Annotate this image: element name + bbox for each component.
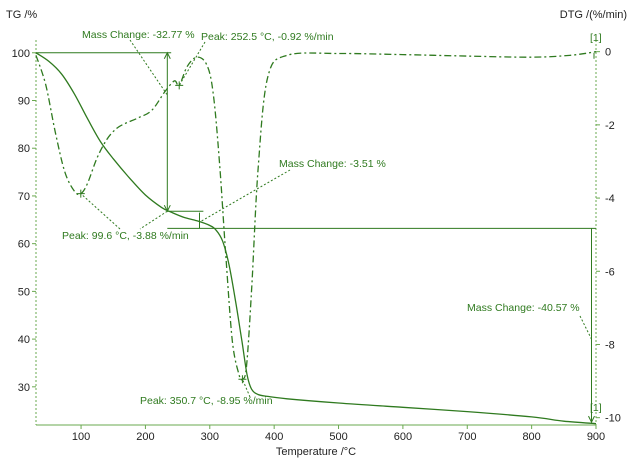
x-tick-label: 600 [394, 431, 412, 443]
leader-mass-change-3 [579, 315, 592, 340]
annotation-mass-change-2: Mass Change: -3.51 % [279, 158, 386, 170]
y-left-tick-label: 100 [12, 48, 30, 60]
x-tick-label: 700 [458, 431, 476, 443]
annotation-peak-3: Peak: 350.7 °C, -8.95 %/min [140, 395, 273, 407]
y-right-tick-label: -2 [605, 120, 615, 132]
y-right-tick-label: 0 [605, 47, 611, 59]
dtg-curve [35, 51, 597, 381]
x-axis-label: Temperature /°C [276, 446, 356, 458]
leader-peak-3 [241, 379, 251, 398]
y-left-tick-label: 70 [18, 191, 30, 203]
y-left-tick-label: 50 [18, 286, 30, 298]
ticks-group: 100 200 300 400 500 600 700 800 9003040506070809… [12, 47, 621, 443]
leader-mass-change-2 [199, 169, 291, 223]
y-left-tick-label: 80 [18, 143, 30, 155]
annotation-mass-change-1: Mass Change: -32.77 % [82, 29, 195, 41]
mass-change-3-arrow-down [588, 415, 595, 424]
x-tick-label: 100 [72, 431, 90, 443]
leader-peak-2 [178, 41, 206, 86]
y-left-tick-label: 90 [18, 95, 30, 107]
x-tick-label: 800 [522, 431, 540, 443]
x-tick-label: 900 [587, 431, 605, 443]
y-left-tick-label: 60 [18, 239, 30, 251]
x-tick-label: 200 [136, 431, 154, 443]
y-axis-right-label: DTG /(%/min) [560, 9, 627, 21]
leader-peak-1-tg [139, 210, 168, 230]
leader-peak-1 [80, 193, 121, 230]
bracket-label-top: [1] [590, 32, 602, 44]
y-right-tick-label: -10 [605, 413, 621, 425]
y-left-tick-label: 30 [18, 382, 30, 394]
leader-mass-change-1 [129, 39, 168, 96]
x-tick-label: 400 [265, 431, 283, 443]
y-axis-left-label: TG /% [6, 9, 37, 21]
x-tick-label: 500 [329, 431, 347, 443]
peak-2-marker [175, 81, 184, 90]
y-right-tick-label: -8 [605, 339, 615, 351]
x-tick-label: 300 [201, 431, 219, 443]
peak-3-marker [238, 375, 247, 384]
annotation-mass-change-3: Mass Change: -40.57 % [467, 302, 580, 314]
y-right-tick-label: -4 [605, 193, 615, 205]
bracket-label-bottom: [1] [590, 402, 602, 414]
axes-group [35, 40, 597, 426]
annotation-peak-1: Peak: 99.6 °C, -3.88 %/min [62, 230, 189, 242]
curves-group [35, 51, 597, 425]
mass-change-1-arrow-up [163, 51, 171, 59]
annotations-group [36, 39, 596, 424]
annotation-peak-2: Peak: 252.5 °C, -0.92 %/min [201, 31, 334, 43]
y-right-tick-label: -6 [605, 266, 615, 278]
tg-curve [35, 52, 597, 425]
y-left-tick-label: 40 [18, 334, 30, 346]
